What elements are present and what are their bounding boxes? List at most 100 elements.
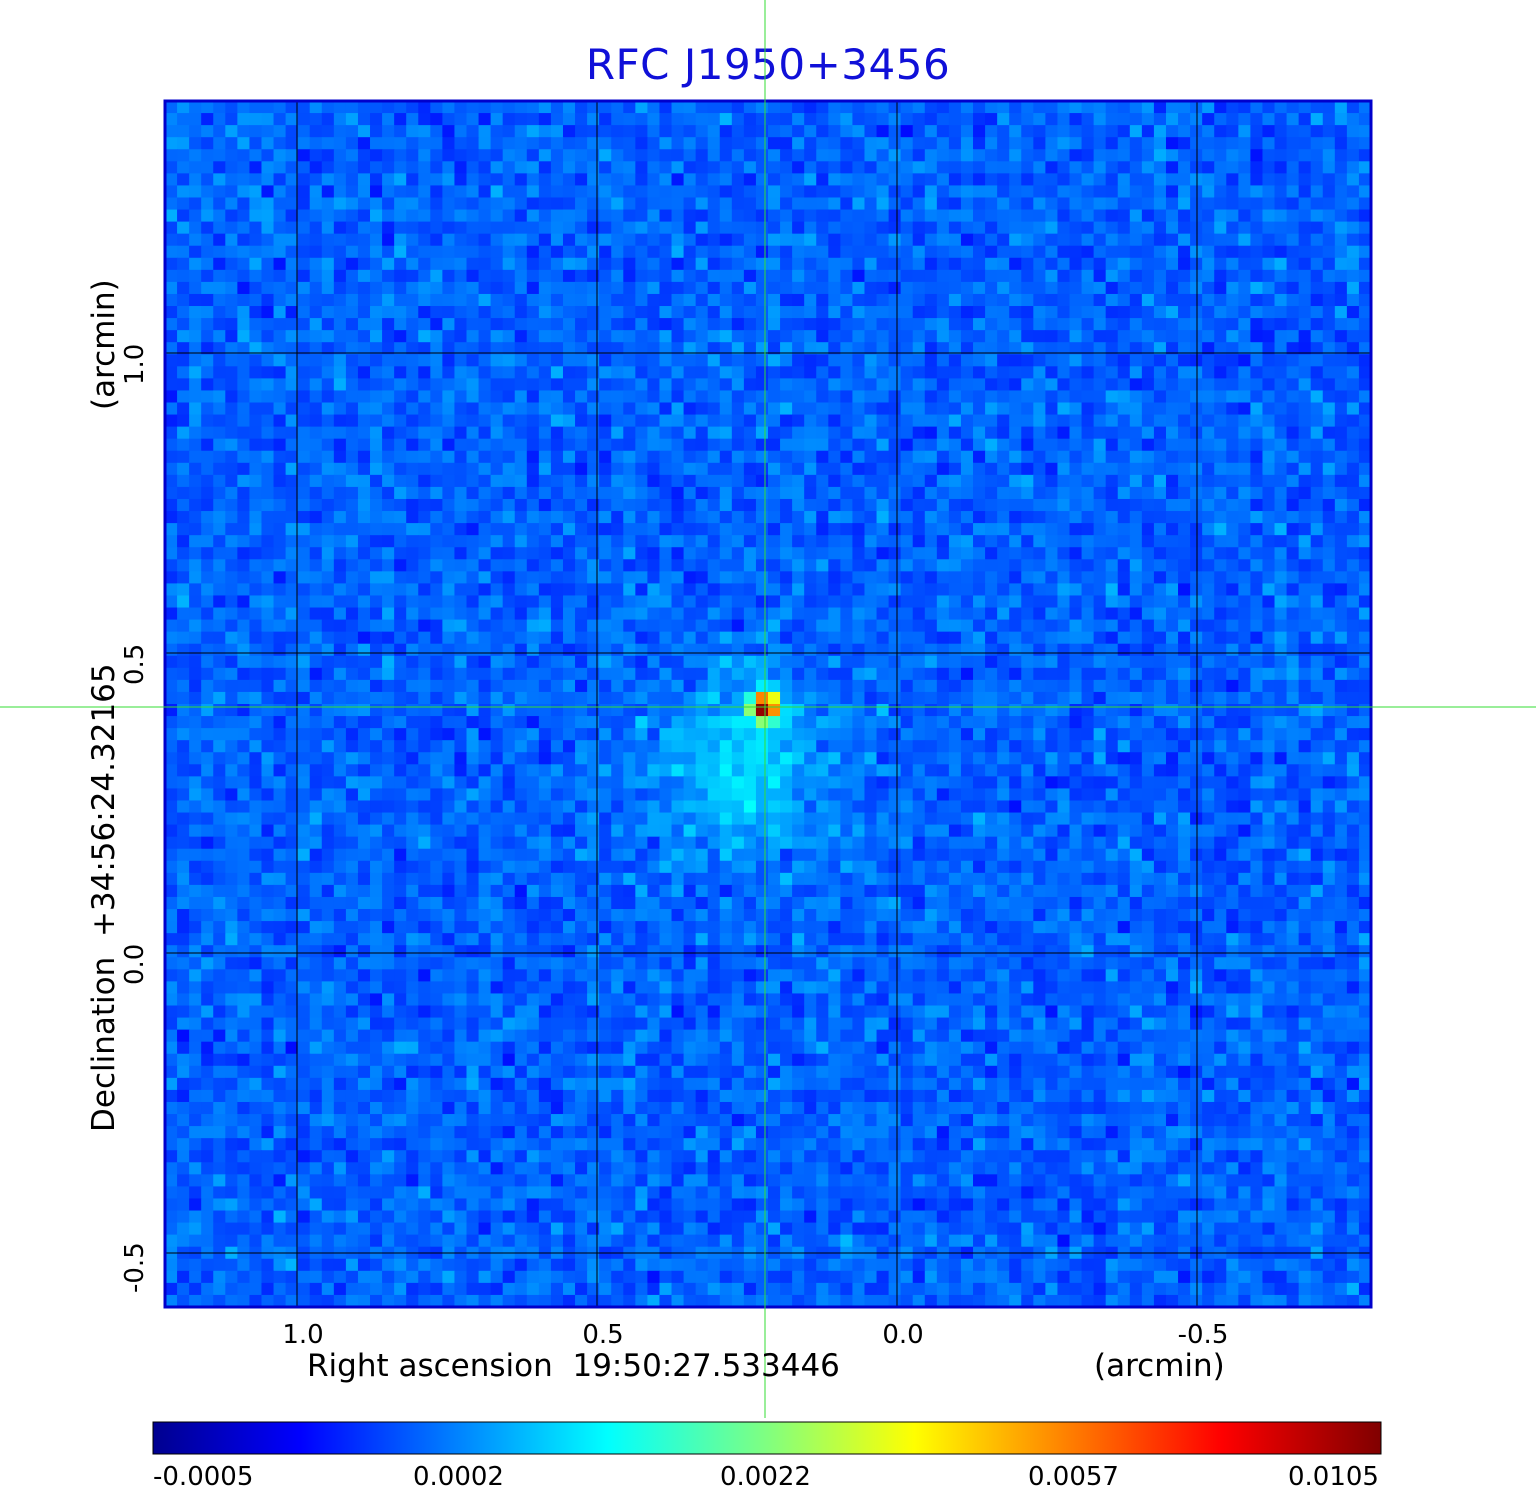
intensity-pixel xyxy=(526,366,540,379)
intensity-pixel xyxy=(611,185,624,199)
intensity-pixel xyxy=(575,438,588,452)
intensity-pixel xyxy=(225,450,238,464)
intensity-pixel xyxy=(924,293,938,307)
intensity-pixel xyxy=(321,366,335,379)
intensity-pixel xyxy=(213,559,226,572)
intensity-pixel xyxy=(1093,149,1107,162)
intensity-pixel xyxy=(864,462,878,476)
intensity-pixel xyxy=(1310,486,1324,500)
intensity-pixel xyxy=(1153,209,1167,223)
intensity-pixel xyxy=(430,245,443,259)
intensity-pixel xyxy=(731,185,745,199)
intensity-pixel xyxy=(1274,161,1288,174)
intensity-pixel xyxy=(1238,535,1251,548)
intensity-pixel xyxy=(1358,306,1372,319)
intensity-pixel xyxy=(1238,113,1251,126)
intensity-pixel xyxy=(1129,149,1143,162)
intensity-pixel xyxy=(912,679,926,693)
intensity-pixel xyxy=(1310,679,1324,693)
intensity-pixel xyxy=(731,342,745,355)
intensity-pixel xyxy=(731,233,745,247)
intensity-pixel xyxy=(430,281,443,295)
intensity-pixel xyxy=(671,414,685,428)
intensity-pixel xyxy=(1346,197,1360,211)
intensity-pixel xyxy=(1165,306,1179,319)
intensity-pixel xyxy=(502,667,516,681)
intensity-pixel xyxy=(165,511,178,524)
intensity-pixel xyxy=(189,414,202,428)
intensity-pixel xyxy=(550,414,564,428)
intensity-pixel xyxy=(719,366,733,379)
intensity-pixel xyxy=(189,402,202,416)
intensity-pixel xyxy=(1214,293,1227,307)
intensity-pixel xyxy=(225,631,238,645)
intensity-pixel xyxy=(237,318,251,331)
intensity-pixel xyxy=(997,378,1010,392)
intensity-pixel xyxy=(755,378,769,392)
intensity-pixel xyxy=(743,607,757,621)
intensity-pixel xyxy=(683,390,697,404)
intensity-pixel xyxy=(1334,233,1348,247)
intensity-pixel xyxy=(635,161,648,174)
intensity-pixel xyxy=(309,559,323,572)
intensity-pixel xyxy=(1069,342,1083,355)
intensity-pixel xyxy=(1226,691,1239,705)
intensity-pixel xyxy=(490,101,504,114)
intensity-pixel xyxy=(1250,474,1264,488)
intensity-pixel xyxy=(562,101,576,114)
intensity-pixel xyxy=(249,426,263,440)
intensity-pixel xyxy=(1105,330,1119,343)
intensity-pixel xyxy=(1105,571,1119,584)
intensity-pixel xyxy=(370,559,383,572)
intensity-pixel xyxy=(1274,330,1288,343)
intensity-pixel xyxy=(237,330,251,343)
intensity-pixel xyxy=(1093,390,1107,404)
intensity-pixel xyxy=(804,414,817,428)
intensity-pixel xyxy=(804,535,817,548)
intensity-pixel xyxy=(1274,547,1288,560)
intensity-pixel xyxy=(1069,523,1083,536)
intensity-pixel xyxy=(1153,691,1167,705)
intensity-pixel xyxy=(1178,426,1191,440)
intensity-pixel xyxy=(912,366,926,379)
intensity-pixel xyxy=(1105,486,1119,500)
intensity-pixel xyxy=(840,161,854,174)
intensity-pixel xyxy=(792,269,805,283)
intensity-pixel xyxy=(731,619,745,633)
intensity-pixel xyxy=(828,245,841,259)
intensity-pixel xyxy=(1153,113,1167,126)
intensity-pixel xyxy=(635,438,648,452)
intensity-pixel xyxy=(418,149,431,162)
intensity-pixel xyxy=(804,438,817,452)
intensity-pixel xyxy=(1009,233,1022,247)
intensity-pixel xyxy=(526,426,540,440)
intensity-pixel xyxy=(1129,450,1143,464)
intensity-pixel xyxy=(635,318,648,331)
intensity-pixel xyxy=(1033,269,1046,283)
intensity-pixel xyxy=(1045,281,1059,295)
intensity-pixel xyxy=(1238,318,1251,331)
intensity-pixel xyxy=(888,498,902,512)
intensity-pixel xyxy=(683,498,697,512)
intensity-pixel xyxy=(1129,306,1143,319)
intensity-pixel xyxy=(249,535,263,548)
intensity-pixel xyxy=(1226,595,1239,609)
intensity-pixel xyxy=(840,257,854,271)
intensity-pixel xyxy=(1202,233,1215,247)
intensity-pixel xyxy=(345,631,359,645)
intensity-pixel xyxy=(418,269,431,283)
intensity-pixel xyxy=(478,450,492,464)
intensity-pixel xyxy=(960,101,974,114)
intensity-pixel xyxy=(321,233,335,247)
intensity-pixel xyxy=(876,342,890,355)
intensity-pixel xyxy=(562,149,576,162)
intensity-pixel xyxy=(707,583,721,597)
intensity-pixel xyxy=(1274,366,1288,379)
intensity-pixel xyxy=(1214,631,1227,645)
intensity-pixel xyxy=(394,595,407,609)
intensity-pixel xyxy=(1033,378,1046,392)
intensity-pixel xyxy=(1009,149,1022,162)
intensity-pixel xyxy=(852,125,866,138)
intensity-pixel xyxy=(550,607,564,621)
intensity-pixel xyxy=(418,450,431,464)
